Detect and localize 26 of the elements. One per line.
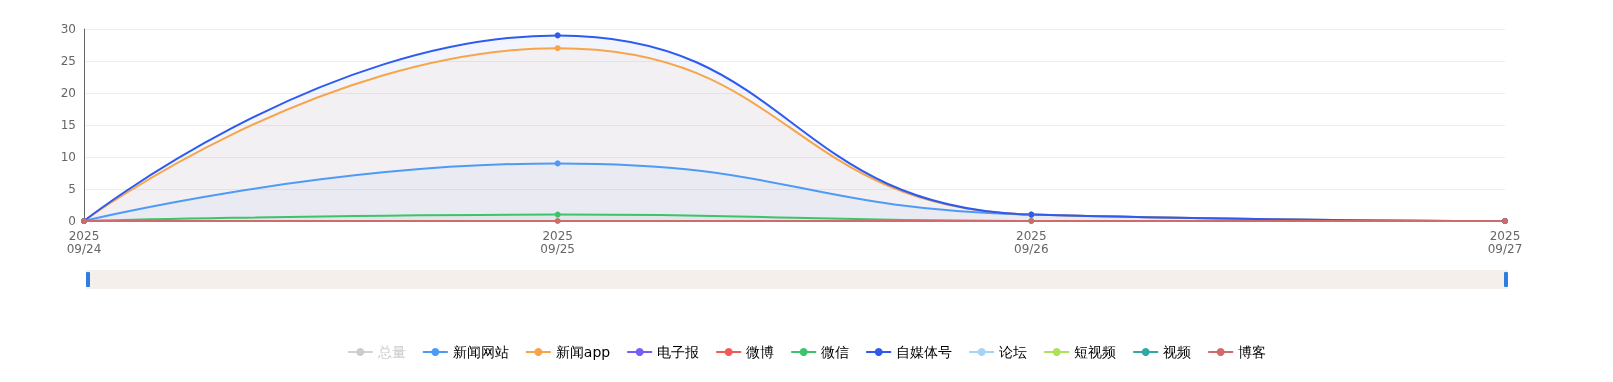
legend-label: 自媒体号 <box>896 344 953 360</box>
legend-label: 新闻app <box>555 344 611 360</box>
legend-label: 短视频 <box>1074 344 1117 360</box>
y-tick-label: 15 <box>60 118 76 132</box>
x-tick-label: 2025 09/25 <box>540 228 575 256</box>
point <box>554 32 561 39</box>
x-tick-label: 2025 09/27 <box>1487 228 1523 256</box>
x-tick-label: 2025 09/26 <box>1014 228 1049 256</box>
point <box>554 218 561 224</box>
y-tick-label: 10 <box>60 150 76 164</box>
point <box>554 160 561 167</box>
point <box>554 211 561 218</box>
point <box>554 45 561 52</box>
legend-label: 微博 <box>746 344 775 360</box>
y-tick-label: 25 <box>60 54 76 68</box>
legend-label: 新闻网站 <box>452 344 509 360</box>
x-tick-label: 2025 09/24 <box>66 228 102 256</box>
legend-label: 微信 <box>821 344 850 360</box>
legend-label: 电子报 <box>657 344 700 360</box>
legend-label: 视频 <box>1163 344 1192 360</box>
legend-label: 论坛 <box>999 344 1028 360</box>
y-tick-label: 20 <box>60 86 76 100</box>
legend-label: 博客 <box>1238 344 1267 360</box>
y-tick-label: 30 <box>60 22 76 36</box>
y-tick-label: 0 <box>68 214 76 228</box>
y-tick-label: 5 <box>68 182 76 196</box>
